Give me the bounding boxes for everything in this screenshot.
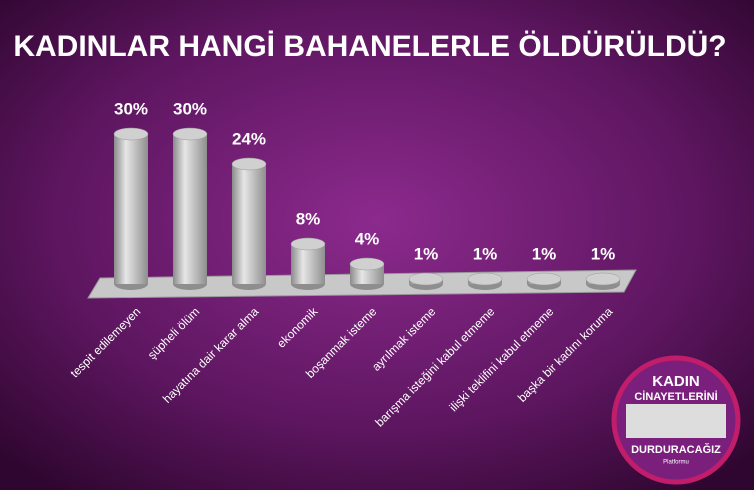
bar <box>173 134 207 284</box>
bar-top <box>290 237 326 251</box>
logo <box>611 355 741 485</box>
logo-text: KADIN <box>652 373 700 390</box>
bar-top <box>172 127 208 141</box>
bar <box>291 244 325 284</box>
bar-top <box>585 272 621 286</box>
logo-text: CİNAYETLERİNİ <box>634 390 717 403</box>
logo-photos <box>626 404 726 438</box>
logo-text: Platformu <box>663 460 689 466</box>
data-label: 1% <box>414 244 439 263</box>
data-label: 30% <box>173 99 207 118</box>
bar-top <box>467 272 503 286</box>
logo-text: DURDURACAĞIZ <box>631 443 721 456</box>
bar-top <box>408 272 444 286</box>
data-label: 8% <box>296 209 321 228</box>
data-label: 1% <box>473 244 498 263</box>
data-label: 24% <box>232 129 266 148</box>
bar-top <box>113 127 149 141</box>
bar-top <box>526 272 562 286</box>
data-label: 4% <box>355 229 380 248</box>
chart-title: KADINLAR HANGİ BAHANELERLE ÖLDÜRÜLDÜ? <box>13 30 726 63</box>
bar <box>114 134 148 284</box>
data-label: 1% <box>532 244 557 263</box>
bar <box>232 164 266 284</box>
data-label: 30% <box>114 99 148 118</box>
bar-top <box>349 257 385 271</box>
data-label: 1% <box>591 244 616 263</box>
bar-top <box>231 157 267 171</box>
